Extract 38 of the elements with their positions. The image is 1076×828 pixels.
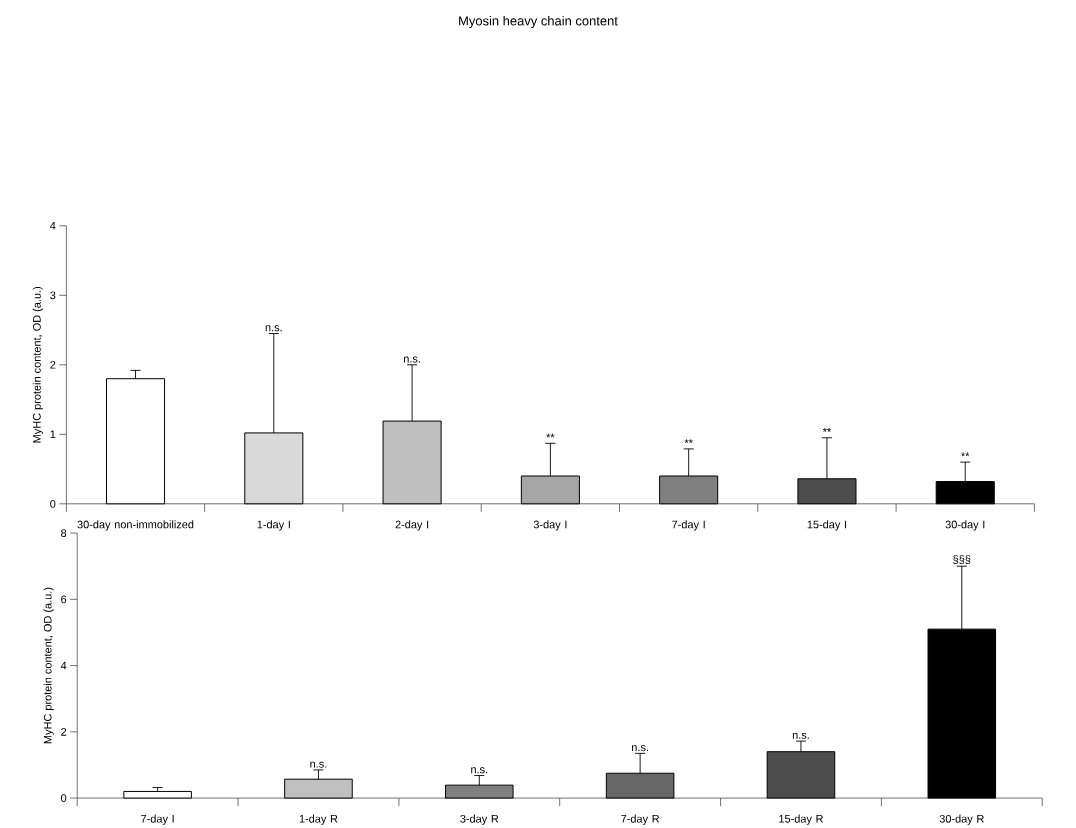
annotation: §§§ — [953, 555, 971, 564]
y-tick-label: 3 — [50, 291, 56, 300]
x-tick-label: 1-day I — [257, 520, 290, 531]
x-tick-label: 15-day I — [807, 520, 847, 531]
x-tick-label: 2-day I — [395, 520, 429, 531]
x-tick-label: 30-day non-immobilized — [77, 520, 194, 531]
x-tick-label: 7-day R — [621, 814, 660, 825]
x-tick-label: 30-day R — [939, 814, 984, 825]
y-tick-label: 2 — [50, 360, 56, 369]
y-tick-label: 0 — [50, 499, 56, 508]
annotation: n.s. — [792, 732, 809, 739]
annotation: n.s. — [404, 356, 420, 363]
y-tick-label: 1 — [50, 430, 56, 439]
annotation: ** — [822, 427, 832, 432]
chart-title: Myosin heavy chain content — [459, 15, 618, 28]
y-tick-label: 2 — [61, 727, 67, 736]
x-tick-label: 7-day I — [672, 520, 705, 531]
annotation: ** — [961, 452, 970, 457]
annotation: n.s. — [471, 767, 488, 774]
y-axis-title: MyHC protein content, OD (a.u.) — [43, 587, 54, 744]
x-tick-label: 3-day R — [460, 814, 499, 825]
annotation: ** — [684, 439, 693, 443]
annotation: n.s. — [265, 325, 282, 332]
annotation: ** — [546, 433, 555, 438]
y-axis-title: MyHC protein content, OD (a.u.) — [32, 286, 43, 443]
y-tick-label: 4 — [50, 221, 56, 230]
bar — [123, 790, 192, 799]
x-tick-label: 30-day I — [945, 520, 985, 531]
x-tick-label: 3-day I — [533, 520, 567, 531]
annotation: n.s. — [632, 745, 648, 752]
y-tick-label: 4 — [60, 661, 67, 670]
y-tick-label: 8 — [61, 529, 67, 537]
annotation: n.s. — [310, 761, 327, 768]
x-tick-label: 7-day I — [141, 814, 174, 825]
x-tick-label: 15-day R — [779, 814, 823, 825]
y-tick-label: 0 — [61, 794, 67, 802]
x-tick-label: 1-day R — [299, 814, 338, 825]
y-tick-label: 6 — [61, 595, 67, 604]
